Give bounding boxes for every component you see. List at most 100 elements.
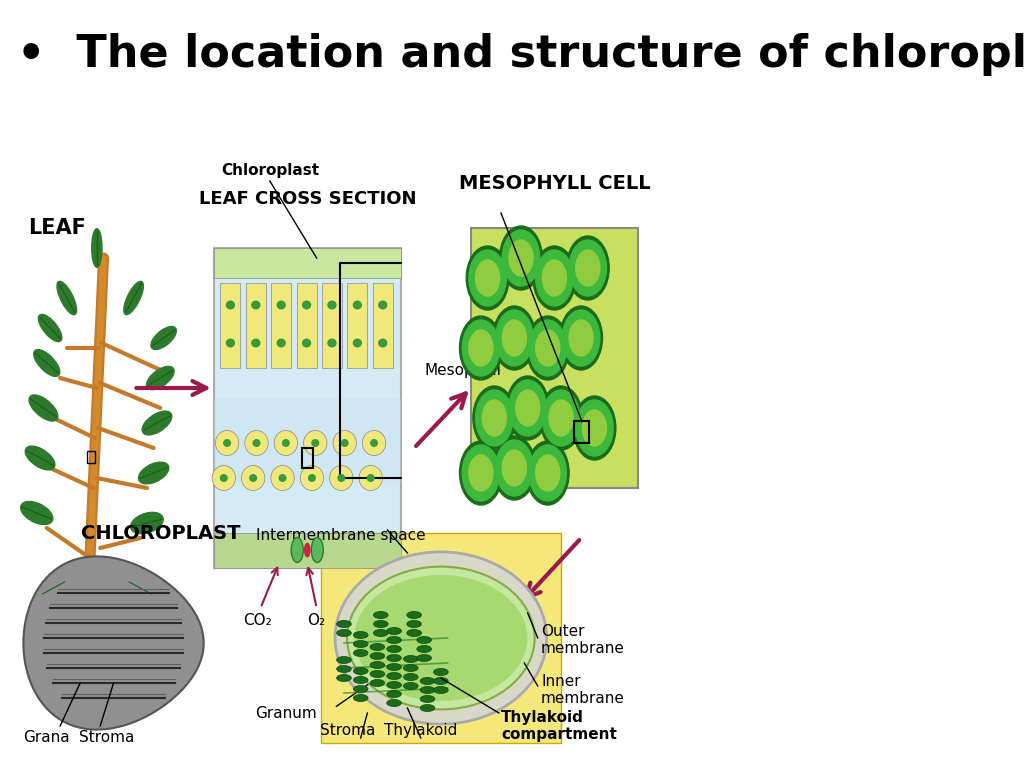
Ellipse shape: [276, 339, 286, 347]
Bar: [471, 228, 638, 488]
Text: CHLOROPLAST: CHLOROPLAST: [81, 524, 240, 543]
Ellipse shape: [29, 395, 57, 421]
Circle shape: [482, 400, 506, 436]
Ellipse shape: [354, 575, 527, 701]
Ellipse shape: [251, 300, 260, 310]
Ellipse shape: [302, 300, 311, 310]
Ellipse shape: [420, 696, 435, 703]
Ellipse shape: [352, 300, 362, 310]
Ellipse shape: [407, 630, 422, 637]
Ellipse shape: [274, 431, 298, 455]
Circle shape: [560, 306, 602, 370]
Text: Outer
membrane: Outer membrane: [541, 624, 625, 656]
Text: O₂: O₂: [307, 613, 326, 628]
Bar: [347, 283, 368, 368]
Ellipse shape: [337, 630, 351, 637]
Circle shape: [562, 310, 600, 366]
Ellipse shape: [124, 281, 143, 315]
Ellipse shape: [370, 653, 385, 660]
Ellipse shape: [417, 654, 431, 661]
Circle shape: [500, 226, 543, 290]
Ellipse shape: [362, 431, 386, 455]
Ellipse shape: [353, 686, 368, 693]
Bar: [302, 448, 312, 468]
Ellipse shape: [353, 677, 368, 684]
Ellipse shape: [433, 668, 449, 676]
Ellipse shape: [20, 502, 53, 525]
Ellipse shape: [215, 431, 239, 455]
Circle shape: [583, 410, 606, 446]
Bar: [321, 533, 561, 743]
Polygon shape: [24, 556, 204, 730]
Circle shape: [503, 450, 526, 486]
Text: Mesophyll: Mesophyll: [424, 363, 501, 378]
Ellipse shape: [417, 645, 431, 653]
Ellipse shape: [367, 474, 375, 482]
Ellipse shape: [378, 339, 387, 347]
Circle shape: [566, 236, 609, 300]
Circle shape: [475, 390, 513, 446]
Circle shape: [475, 260, 500, 296]
Circle shape: [460, 316, 503, 380]
Ellipse shape: [370, 680, 385, 687]
Ellipse shape: [251, 339, 260, 347]
Ellipse shape: [403, 656, 418, 663]
Ellipse shape: [387, 673, 401, 680]
Circle shape: [503, 320, 526, 356]
Ellipse shape: [403, 664, 418, 671]
Ellipse shape: [352, 339, 362, 347]
Ellipse shape: [311, 439, 319, 447]
Circle shape: [529, 445, 566, 501]
Text: LEAF CROSS SECTION: LEAF CROSS SECTION: [199, 190, 416, 208]
Ellipse shape: [420, 677, 435, 684]
Ellipse shape: [353, 650, 368, 657]
Circle shape: [493, 306, 536, 370]
Ellipse shape: [271, 465, 294, 491]
Bar: [214, 533, 400, 568]
Ellipse shape: [387, 645, 401, 653]
Ellipse shape: [433, 677, 449, 684]
Ellipse shape: [34, 349, 59, 376]
Circle shape: [496, 310, 534, 366]
Ellipse shape: [337, 474, 345, 482]
Ellipse shape: [387, 664, 401, 670]
Ellipse shape: [308, 474, 316, 482]
Ellipse shape: [353, 631, 368, 638]
Text: Chloroplast: Chloroplast: [221, 163, 318, 178]
Circle shape: [536, 250, 573, 306]
Ellipse shape: [276, 300, 286, 310]
Ellipse shape: [279, 474, 287, 482]
Ellipse shape: [353, 667, 368, 674]
Ellipse shape: [242, 465, 265, 491]
Text: MESOPHYLL CELL: MESOPHYLL CELL: [459, 174, 650, 193]
Circle shape: [543, 260, 566, 296]
Ellipse shape: [420, 704, 435, 711]
Ellipse shape: [407, 621, 422, 627]
Circle shape: [473, 386, 516, 450]
Ellipse shape: [403, 674, 418, 680]
Circle shape: [549, 400, 573, 436]
Ellipse shape: [253, 439, 260, 447]
Ellipse shape: [291, 538, 303, 562]
Ellipse shape: [225, 339, 236, 347]
Ellipse shape: [420, 687, 435, 694]
Ellipse shape: [38, 314, 61, 342]
Ellipse shape: [341, 439, 348, 447]
Ellipse shape: [359, 465, 382, 491]
Text: Thylakoid
compartment: Thylakoid compartment: [501, 710, 616, 742]
Ellipse shape: [387, 654, 401, 661]
Circle shape: [536, 330, 560, 366]
Circle shape: [466, 246, 509, 310]
Ellipse shape: [335, 552, 547, 724]
Ellipse shape: [225, 300, 236, 310]
Ellipse shape: [220, 474, 227, 482]
Ellipse shape: [370, 661, 385, 668]
Ellipse shape: [337, 666, 351, 673]
Ellipse shape: [41, 578, 66, 598]
Text: Inner
membrane: Inner membrane: [541, 674, 625, 707]
Text: Granum: Granum: [256, 706, 317, 720]
Ellipse shape: [92, 229, 102, 267]
Circle shape: [529, 320, 566, 376]
Ellipse shape: [337, 674, 351, 681]
Ellipse shape: [347, 567, 535, 710]
